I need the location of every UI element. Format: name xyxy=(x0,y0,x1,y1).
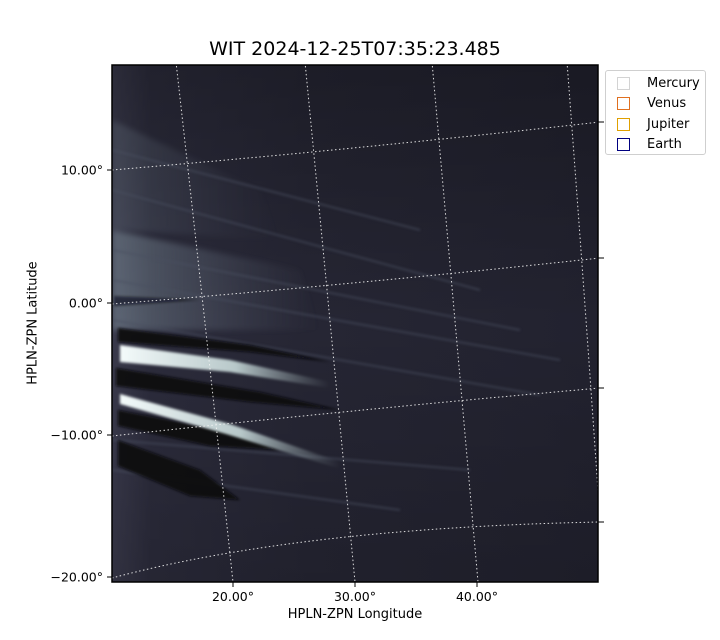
x-tick-label: 20.00° xyxy=(212,589,254,604)
legend-swatch xyxy=(617,138,630,152)
legend-item: Jupiter xyxy=(606,114,705,135)
legend-item: Earth xyxy=(606,135,705,156)
legend-item: Mercury xyxy=(606,73,705,94)
y-tick-label: 10.00° xyxy=(61,163,103,178)
legend-label: Mercury xyxy=(647,75,700,91)
legend: Mercury Venus Jupiter Earth xyxy=(605,70,706,155)
y-axis-label: HPLN-ZPN Latitude xyxy=(25,261,41,385)
x-tick-label: 40.00° xyxy=(456,589,498,604)
y-tick-label: −20.00° xyxy=(50,570,103,585)
legend-item: Venus xyxy=(606,94,705,115)
y-tick-label: 0.00° xyxy=(69,296,103,311)
x-axis-label: HPLN-ZPN Longitude xyxy=(287,607,423,622)
x-axis-ticks: 20.00° 30.00° 40.00° xyxy=(212,582,498,604)
legend-label: Earth xyxy=(647,137,682,153)
legend-swatch xyxy=(617,97,630,111)
legend-label: Jupiter xyxy=(647,116,690,132)
legend-label: Venus xyxy=(647,96,687,112)
x-tick-label: 30.00° xyxy=(334,589,376,604)
chart-title: WIT 2024-12-25T07:35:23.485 xyxy=(209,38,501,60)
chart-image xyxy=(112,65,598,582)
legend-swatch xyxy=(617,117,630,131)
y-tick-label: −10.00° xyxy=(50,428,103,443)
legend-swatch xyxy=(617,76,630,90)
y-axis-ticks: 10.00° 0.00° −10.00° −20.00° xyxy=(50,163,112,585)
